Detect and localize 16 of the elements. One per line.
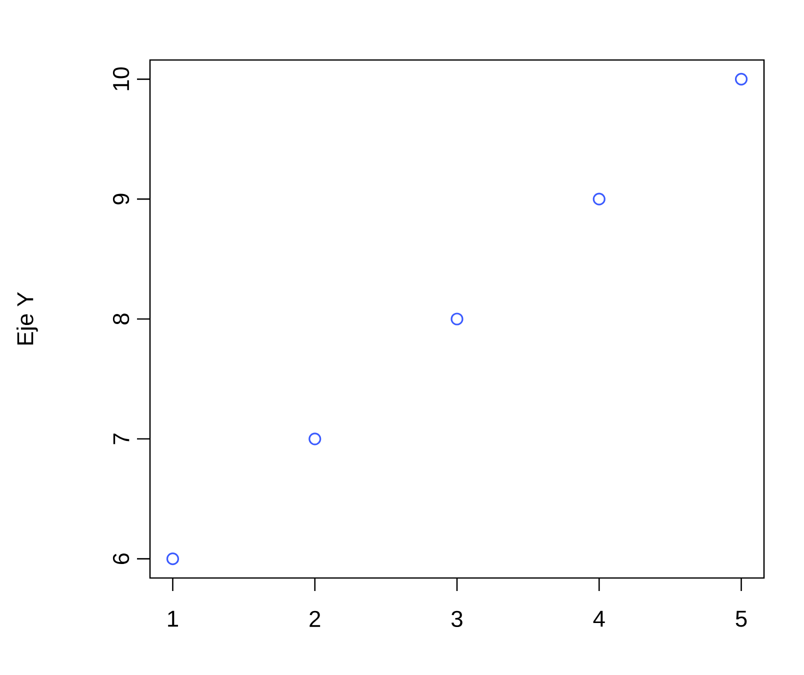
x-tick-label: 4 (593, 610, 605, 627)
x-tick-label: 2 (310, 610, 320, 627)
y-tick-label: 7 (113, 434, 130, 444)
point (734, 72, 748, 86)
y-tick-label: 10 (112, 67, 130, 90)
y-axis-title: Eje Y (16, 292, 38, 345)
y-tick-label: 8 (112, 314, 130, 324)
y-tick-label: 9 (112, 194, 130, 204)
x-tick-label: 5 (736, 610, 747, 627)
point (592, 192, 606, 206)
point (308, 432, 322, 446)
x-tick-label: 1 (168, 610, 178, 627)
x-tick-label: 3 (452, 610, 462, 628)
point (450, 312, 464, 326)
y-tick-label: 6 (112, 553, 130, 564)
point (166, 552, 180, 566)
